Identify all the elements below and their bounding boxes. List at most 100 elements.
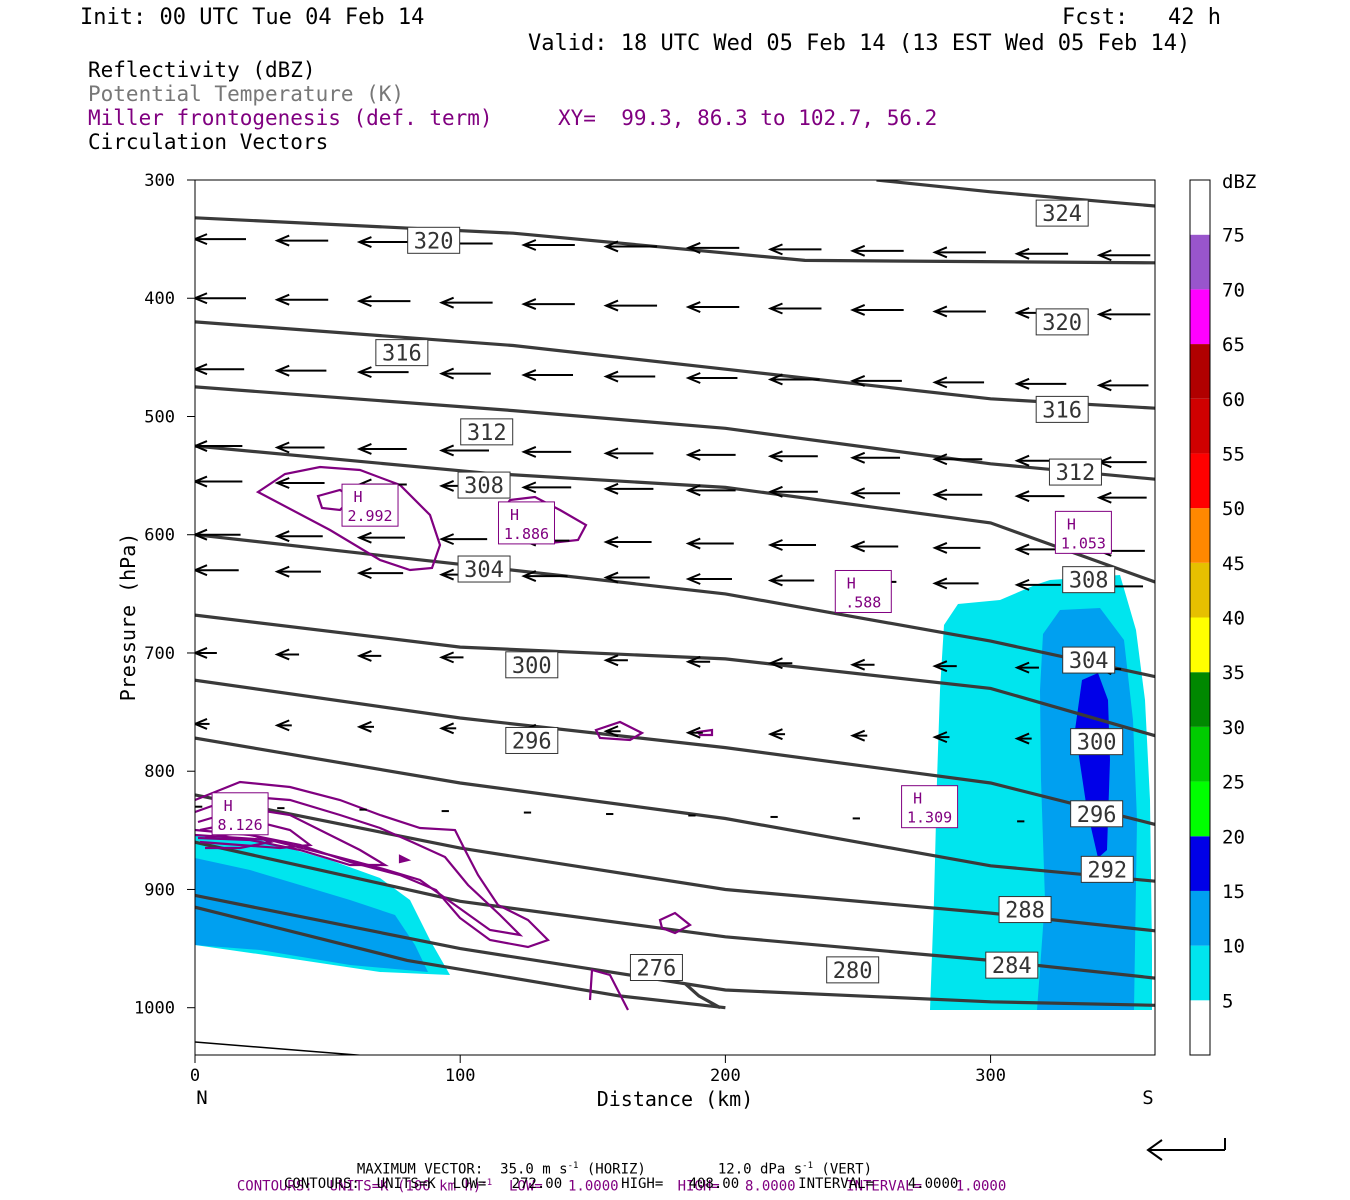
vector-head-28 — [439, 367, 455, 380]
fronto-max-box-1 — [497, 501, 555, 545]
theta-label-10: 304 — [1069, 649, 1109, 674]
colorbar-unit: dBZ — [1222, 171, 1256, 193]
vector-head-1 — [195, 233, 208, 246]
theta-contour-4 — [195, 444, 1155, 584]
vector-head-7 — [685, 241, 701, 254]
theta-label-box-2 — [1035, 308, 1089, 336]
vector-head-18 — [603, 299, 619, 312]
fronto-max-box-3 — [834, 569, 892, 613]
vector-head-24 — [1096, 308, 1112, 321]
vector-head-75 — [356, 567, 372, 580]
colorbar-swatch-5 — [1190, 726, 1210, 782]
fronto-max-value-2: 1.053 — [1061, 534, 1106, 552]
vector-head-11 — [1014, 247, 1030, 260]
vector-head-71 — [1014, 543, 1030, 556]
theta-contour-6 — [195, 613, 1155, 738]
theta-label-box-10 — [1062, 646, 1116, 674]
fronto-contour-h — [195, 780, 551, 949]
y-tick-label-7: 1000 — [134, 999, 175, 1019]
colorbar: 5 10 15 20 25 30 35 40 45 50 55 60 65 70 75 dBZ — [1189, 171, 1256, 1056]
theta-label-box-5 — [460, 418, 514, 446]
theta-contour-12 — [195, 905, 726, 1010]
vector-head-74 — [274, 565, 290, 578]
fronto-contour-f — [658, 911, 692, 935]
colorbar-level-3: 20 — [1222, 826, 1245, 848]
valid-time: Valid: 18 UTC Wed 05 Feb 14 (13 EST Wed … — [528, 31, 1191, 56]
colorbar-swatch-9 — [1190, 508, 1210, 563]
colorbar-swatch-3 — [1190, 836, 1210, 891]
theta-label-0: 324 — [1042, 202, 1082, 227]
colorbar-swatch-15 — [1190, 180, 1210, 235]
footer-fronto-contours: CONTOURS: UNITS=K (100 km h)-1 LOW= 1.00… — [236, 1178, 1007, 1195]
vector-head-20 — [767, 302, 783, 315]
colorbar-level-9: 50 — [1222, 498, 1245, 520]
theta-contour-11 — [195, 893, 1155, 1007]
x-tick-label-2: 200 — [710, 1066, 741, 1086]
theta-label-17: 284 — [992, 954, 1032, 979]
vector-head-99 — [356, 720, 372, 733]
cross-section-xy: XY= 99.3, 86.3 to 102.7, 56.2 — [558, 106, 938, 130]
theta-label-box-15 — [1080, 855, 1134, 883]
theta-label-box-16 — [998, 896, 1052, 924]
vector-head-36 — [1096, 379, 1112, 392]
theta-label-16: 288 — [1005, 899, 1045, 924]
reference-vector — [1146, 1138, 1226, 1161]
field-theta: Potential Temperature (K) — [88, 82, 405, 106]
vector-head-90 — [603, 654, 619, 667]
vector-head-46 — [932, 453, 948, 466]
vector-head-79 — [685, 573, 701, 585]
footer-theta-contours: CONTOURS: UNITS=K LOW= 272.00 HIGH= 408.… — [284, 1176, 959, 1192]
colorbar-level-10: 55 — [1222, 443, 1245, 465]
field-vectors: Circulation Vectors — [88, 130, 329, 154]
theta-label-box-1 — [407, 226, 461, 254]
vector-head-82 — [932, 577, 948, 590]
vector-head-8 — [767, 243, 783, 256]
vector-head-68 — [767, 539, 783, 551]
vector-head-59 — [1014, 490, 1030, 503]
vector-head-103 — [685, 726, 701, 739]
colorbar-swatch-7 — [1190, 617, 1210, 673]
axes: 300 400 500 600 700 800 900 1000 0 100 200 300 Dista… — [116, 171, 1154, 1111]
vector-head-97 — [195, 717, 208, 730]
theta-contour-10 — [195, 840, 1155, 980]
vector-head-9 — [850, 244, 866, 257]
vector-head-31 — [685, 372, 701, 384]
vector-head-16 — [439, 296, 455, 309]
theta-contour-0 — [876, 180, 1155, 208]
field-frontogenesis: Miller frontogenesis (def. term) — [88, 106, 493, 130]
colorbar-swatch-12 — [1190, 344, 1210, 399]
fronto-contour-g — [588, 968, 629, 1011]
x-tick-label-0: 0 — [190, 1066, 200, 1086]
theta-label-box-4 — [1035, 395, 1089, 423]
colorbar-level-7: 40 — [1222, 608, 1245, 630]
fronto-max-box-2 — [1054, 510, 1112, 554]
y-tick-label-5: 800 — [144, 762, 175, 782]
y-tick-label-1: 400 — [144, 289, 175, 309]
colorbar-level-6: 35 — [1222, 662, 1245, 684]
vector-head-95 — [1014, 661, 1030, 674]
field-reflectivity: Reflectivity (dBZ) — [88, 58, 316, 82]
colorbar-level-0: 5 — [1222, 990, 1233, 1012]
colorbar-level-13: 70 — [1222, 279, 1245, 301]
terrain-surface — [195, 1041, 367, 1055]
vector-head-19 — [685, 301, 701, 313]
colorbar-swatch-4 — [1190, 781, 1210, 837]
theta-label-box-7 — [457, 471, 511, 499]
vector-head-106 — [932, 731, 948, 744]
fronto-max-box-0 — [341, 483, 399, 527]
vector-head-37 — [195, 440, 208, 452]
vector-head-56 — [767, 485, 783, 498]
colorbar-level-4: 25 — [1222, 772, 1245, 794]
theta-label-box-8 — [1062, 566, 1116, 594]
vector-head-58 — [932, 488, 948, 501]
south-end-label: S — [1142, 1087, 1153, 1109]
vector-head-87 — [356, 649, 372, 662]
vector-head-76 — [439, 568, 455, 581]
vector-head-77 — [521, 570, 537, 582]
init-time: Init: 00 UTC Tue 04 Feb 14 — [80, 5, 425, 30]
vector-head-25 — [195, 363, 208, 376]
vector-head-27 — [356, 366, 372, 379]
theta-label-6: 312 — [1056, 461, 1096, 486]
vector-head-69 — [850, 540, 866, 553]
